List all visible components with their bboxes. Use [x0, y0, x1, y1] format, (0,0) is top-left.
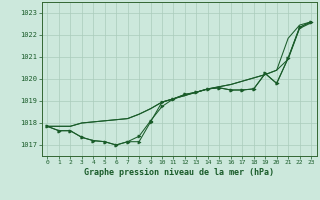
X-axis label: Graphe pression niveau de la mer (hPa): Graphe pression niveau de la mer (hPa) [84, 168, 274, 177]
